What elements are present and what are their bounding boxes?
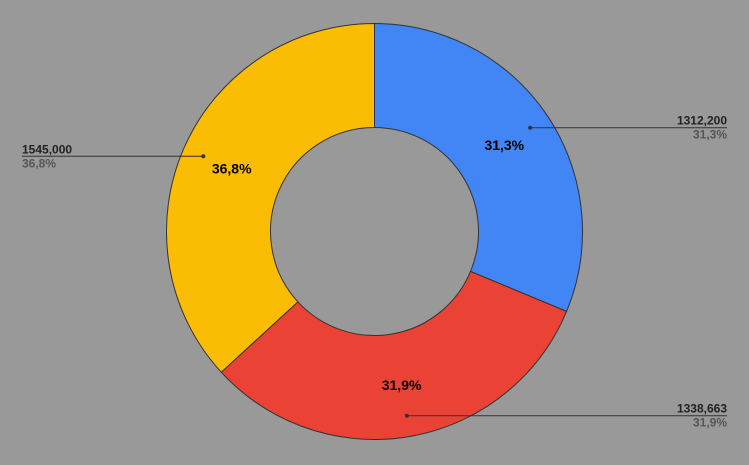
slices-layer — [166, 22, 583, 440]
callout-value-label-2: 1338,663 — [677, 402, 727, 416]
callout-dot-2 — [404, 413, 409, 418]
donut-slice-2 — [220, 270, 568, 440]
labels-layer: 31,3% 31,9% 36,8% — [212, 137, 525, 393]
callout-percent-label-2: 31,9% — [693, 416, 727, 430]
callout-value-label-1: 1312,200 — [677, 114, 727, 128]
slice-percent-label-1: 31,3% — [484, 137, 524, 153]
callout-dot-1 — [528, 125, 533, 130]
callout-value-label-3: 1545,000 — [22, 142, 72, 156]
callout-percent-label-1: 31,3% — [693, 128, 727, 142]
donut-slice-1 — [374, 22, 583, 313]
callout-dot-3 — [201, 154, 206, 159]
callout-percent-label-3: 36,8% — [22, 156, 56, 170]
donut-slice-3 — [166, 22, 375, 373]
slice-percent-label-3: 36,8% — [212, 161, 252, 177]
slice-percent-label-2: 31,9% — [382, 377, 422, 393]
